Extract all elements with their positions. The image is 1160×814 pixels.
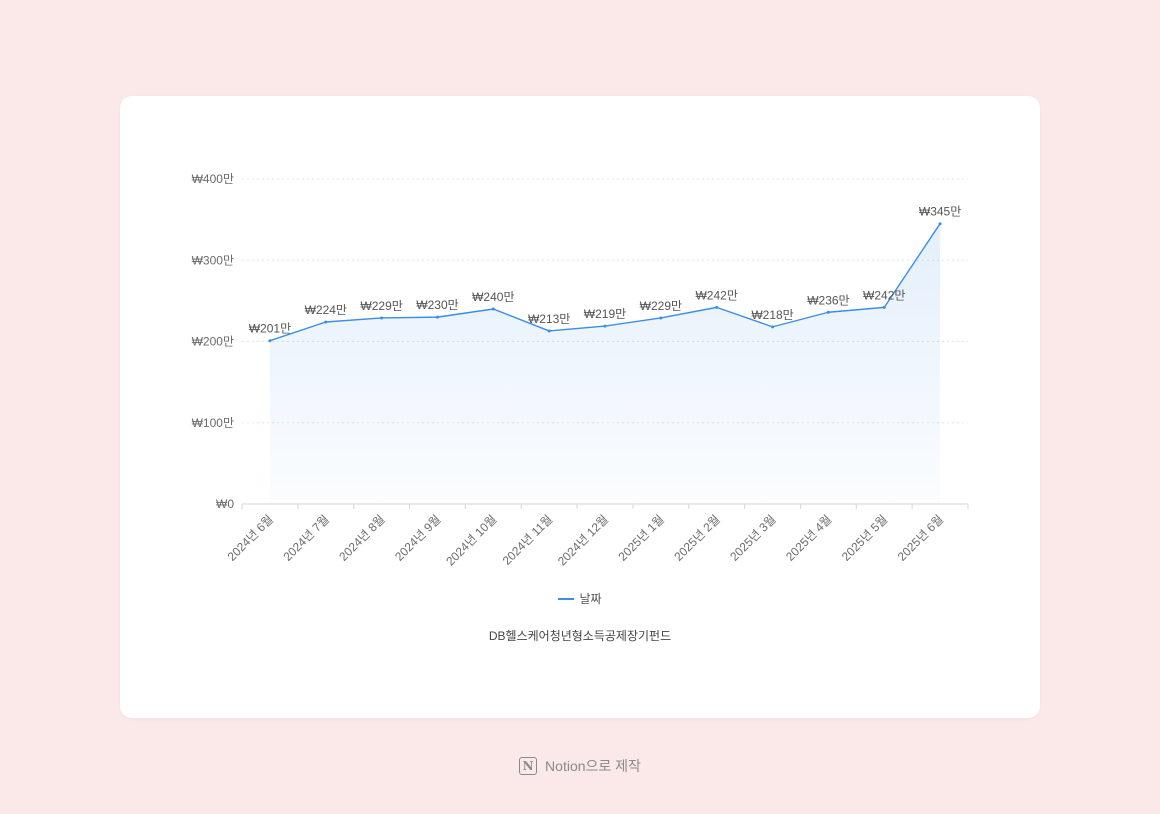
- notion-logo-icon: N: [519, 757, 538, 775]
- data-label: ₩345만: [919, 205, 961, 219]
- data-label: ₩213만: [528, 312, 570, 326]
- legend-swatch: [558, 597, 575, 600]
- y-tick-label: ₩300만: [192, 253, 234, 267]
- legend-label: 날짜: [579, 592, 602, 606]
- x-tick-label: 2024년 12월: [555, 512, 611, 568]
- x-tick-label: 2024년 9월: [392, 512, 443, 563]
- data-point: [882, 305, 886, 309]
- data-label: ₩229만: [360, 299, 402, 313]
- data-point: [603, 324, 607, 328]
- data-label: ₩242만: [863, 288, 905, 302]
- data-label: ₩201만: [249, 322, 291, 336]
- data-point: [715, 305, 719, 309]
- x-tick-label: 2024년 8월: [336, 512, 387, 563]
- data-point: [547, 329, 551, 333]
- x-tick-label: 2024년 7월: [280, 512, 331, 563]
- data-label: ₩230만: [416, 298, 458, 312]
- data-label: ₩240만: [472, 290, 514, 304]
- data-point: [826, 310, 830, 314]
- line-chart: ₩0 ₩100만 ₩200만 ₩300만 ₩400만 ₩201만 ₩224만 ₩229만 ₩23…: [192, 172, 969, 568]
- footer-text: Notion으로 제작: [545, 758, 641, 774]
- x-tick-label: 2025년 6월: [895, 512, 946, 563]
- data-point: [380, 316, 384, 320]
- x-tick-label: 2025년 4월: [783, 512, 834, 563]
- x-tick-label: 2024년 10월: [443, 512, 499, 568]
- data-label: ₩229만: [640, 299, 682, 313]
- y-tick-label: ₩200만: [192, 335, 234, 349]
- data-label: ₩218만: [751, 308, 793, 322]
- data-label: ₩219만: [584, 307, 626, 321]
- x-tick-label: 2025년 5월: [839, 512, 890, 563]
- data-point: [268, 339, 272, 343]
- y-tick-label: ₩400만: [192, 172, 234, 186]
- x-tick-label: 2025년 1월: [615, 512, 666, 563]
- chart-legend[interactable]: 날짜: [120, 590, 1040, 607]
- data-label: ₩242만: [695, 288, 737, 302]
- x-tick-label: 2024년 11월: [500, 512, 556, 568]
- notion-footer[interactable]: N Notion으로 제작: [0, 756, 1160, 776]
- x-tick-label: 2025년 2월: [671, 512, 722, 563]
- y-tick-label: ₩100만: [192, 416, 234, 430]
- chart-caption: DB헬스케어청년형소득공제장기펀드: [488, 629, 672, 643]
- data-point: [938, 222, 942, 226]
- data-point: [435, 315, 439, 319]
- x-tick-label: 2024년 6월: [225, 512, 276, 563]
- data-point: [324, 320, 328, 324]
- data-point: [771, 325, 775, 329]
- x-tick-label: 2025년 3월: [727, 512, 778, 563]
- data-label: ₩236만: [807, 293, 849, 307]
- series-area: [269, 223, 941, 504]
- data-point: [659, 316, 663, 320]
- y-tick-label: ₩0: [216, 497, 234, 511]
- chart-card: ₩0 ₩100만 ₩200만 ₩300만 ₩400만 ₩201만 ₩224만 ₩229만 ₩23…: [120, 96, 1040, 718]
- data-point: [491, 307, 495, 311]
- data-label: ₩224만: [305, 303, 347, 317]
